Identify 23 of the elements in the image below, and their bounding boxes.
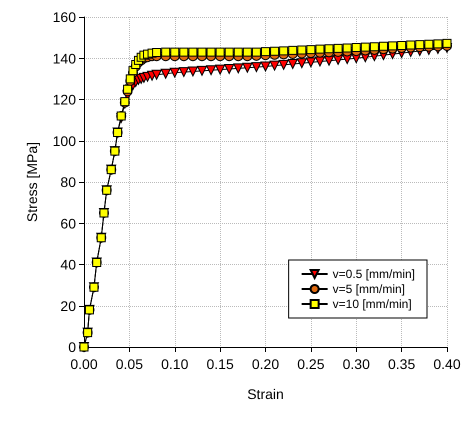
x-tick-label: 0.10 [161, 356, 189, 372]
x-tick-label: 0.30 [342, 356, 370, 372]
legend-label: v=5 [mm/min] [332, 282, 406, 296]
legend-label: v=10 [mm/min] [332, 297, 412, 311]
y-tick-label: 100 [52, 132, 76, 149]
y-tick-label: 40 [60, 256, 76, 272]
y-tick-label: 80 [60, 174, 76, 190]
x-tick-label: 0.25 [297, 356, 325, 372]
x-tick-label: 0.00 [70, 356, 98, 372]
y-axis-title: Stress [MPa] [24, 142, 40, 222]
y-tick-label: 60 [60, 215, 76, 232]
x-tick-label: 0.15 [206, 356, 234, 372]
x-tick-label: 0.35 [388, 356, 416, 372]
y-tick-label: 120 [52, 92, 76, 108]
legend-label: v=0.5 [mm/min] [332, 267, 416, 281]
y-tick-label: 160 [52, 9, 76, 25]
x-tick-label: 0.05 [116, 356, 144, 372]
y-tick-label: 140 [52, 50, 76, 66]
x-tick-label: 0.20 [252, 356, 280, 372]
y-tick-label: 0 [68, 339, 76, 355]
x-tick-label: 0.40 [433, 356, 461, 372]
x-axis-title: Strain [247, 386, 284, 402]
y-tick-label: 20 [60, 298, 76, 314]
